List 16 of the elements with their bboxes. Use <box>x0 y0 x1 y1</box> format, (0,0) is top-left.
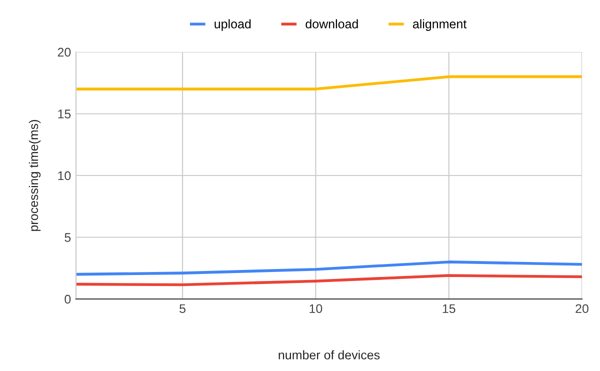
y-tick-label: 5 <box>64 233 71 242</box>
x-tick-label: 20 <box>576 304 588 314</box>
legend-label: download <box>306 19 358 28</box>
x-axis-title: number of devices <box>278 350 380 360</box>
line-series <box>76 274 582 286</box>
x-tick-label: 10 <box>310 304 322 314</box>
x-tick-label: 15 <box>442 304 456 314</box>
legend-label: upload <box>214 19 251 31</box>
line-series <box>76 260 582 276</box>
y-tick-label: 0 <box>64 294 71 304</box>
y-tick-label: 10 <box>58 171 71 180</box>
x-tick-label: 5 <box>180 304 186 314</box>
y-tick-label: 20 <box>58 48 71 57</box>
y-tick-label: 15 <box>58 110 71 118</box>
legend-label: alignment <box>412 19 467 31</box>
y-axis-title: processing time(ms) <box>28 120 41 231</box>
